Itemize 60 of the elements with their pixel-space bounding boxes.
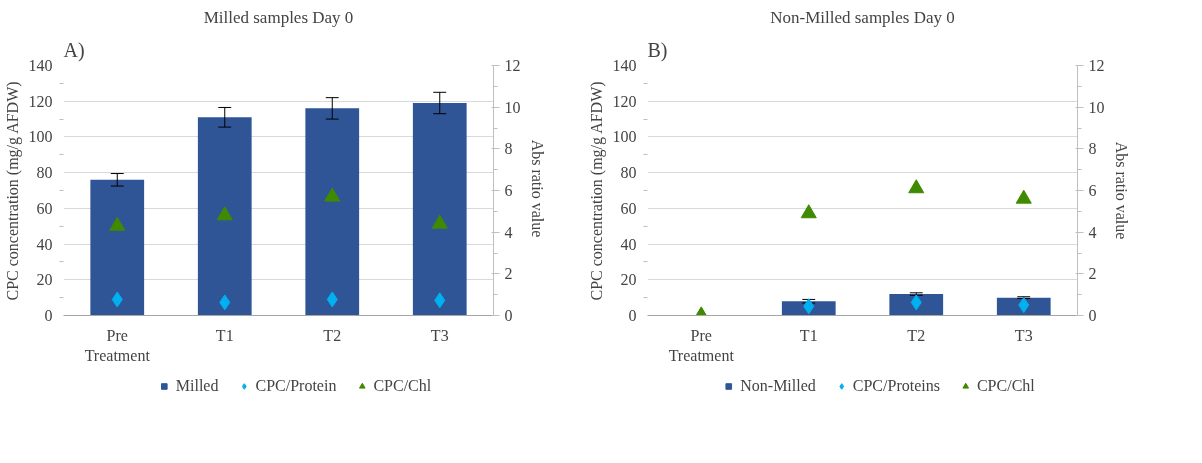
text: B) xyxy=(647,38,668,62)
y2-tick-label: 8 xyxy=(1088,140,1097,158)
y-tick-label: 80 xyxy=(36,164,53,182)
legend-label: CPC/Protein xyxy=(255,377,337,395)
legend-label: Non-Milled xyxy=(740,377,816,395)
x-tick-label: T1 xyxy=(215,326,234,344)
bar xyxy=(305,108,360,316)
y-tick-label: 0 xyxy=(44,307,53,324)
y-tick-label: 0 xyxy=(628,307,637,324)
bar xyxy=(90,179,145,316)
point xyxy=(803,298,815,315)
point xyxy=(908,179,925,194)
x-tick-label: T3 xyxy=(430,326,449,344)
legend-label: CPC/Proteins xyxy=(852,377,940,395)
legend-label: Milled xyxy=(175,377,219,395)
text: A) xyxy=(63,38,85,62)
y-tick-label: 40 xyxy=(620,235,637,253)
y-tick-label: 60 xyxy=(36,199,53,217)
y2-tick-label: 12 xyxy=(1088,57,1105,74)
y2-tick-label: 4 xyxy=(504,223,513,241)
y2-tick-label: 8 xyxy=(504,140,513,158)
y2-axis-title: Abs ratio value xyxy=(528,139,546,238)
y-tick-label: 120 xyxy=(612,92,637,110)
x-tick-label: T3 xyxy=(1014,326,1033,344)
point xyxy=(800,204,817,219)
y2-tick-label: 2 xyxy=(504,265,513,283)
point xyxy=(1015,189,1032,204)
y-axis-title: CPC concentration (mg/g AFDW) xyxy=(587,81,606,301)
y-tick-label: 20 xyxy=(36,271,53,289)
chart-title: Milled samples Day 0 xyxy=(203,7,354,27)
y2-axis-title: Abs ratio value xyxy=(1112,141,1130,240)
x-tick-label: Pre Treatment xyxy=(668,326,735,364)
y-tick-label: 100 xyxy=(612,128,637,146)
legend-label: CPC/Chl xyxy=(976,377,1035,395)
y2-tick-label: 0 xyxy=(1088,307,1097,324)
y-tick-label: 100 xyxy=(28,128,53,146)
y-tick-label: 60 xyxy=(620,199,637,217)
y-tick-label: 20 xyxy=(620,271,637,289)
x-tick-label: Pre Treatment xyxy=(84,326,151,364)
x-tick-label: T2 xyxy=(323,326,342,344)
y2-tick-label: 0 xyxy=(504,307,513,324)
y-tick-label: 80 xyxy=(620,164,637,182)
chart-title: Non-Milled samples Day 0 xyxy=(770,7,955,27)
x-tick-label: T1 xyxy=(799,326,818,344)
bar xyxy=(197,117,252,316)
y2-tick-label: 12 xyxy=(504,57,521,74)
y2-tick-label: 10 xyxy=(1088,98,1105,116)
y2-tick-label: 6 xyxy=(1088,182,1097,199)
y-tick-label: 120 xyxy=(28,92,53,110)
bar xyxy=(412,103,467,316)
y-tick-label: 40 xyxy=(36,235,53,253)
y2-tick-label: 4 xyxy=(1088,223,1097,241)
y2-tick-label: 6 xyxy=(504,182,513,199)
y-tick-label: 140 xyxy=(28,57,53,74)
x-tick-label: T2 xyxy=(907,326,926,344)
y-axis-title: CPC concentration (mg/g AFDW) xyxy=(3,81,22,301)
legend-label: CPC/Chl xyxy=(373,377,432,395)
y2-tick-label: 10 xyxy=(504,98,521,116)
y2-tick-label: 2 xyxy=(1088,265,1097,283)
y-tick-label: 140 xyxy=(612,57,637,74)
